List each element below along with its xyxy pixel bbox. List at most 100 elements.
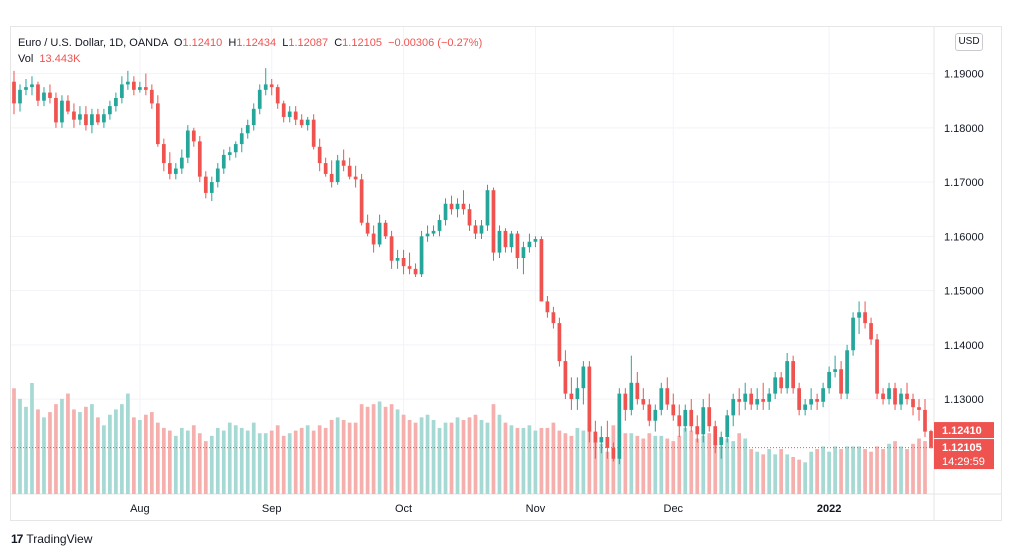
volume-bar [869, 451, 873, 494]
volume-bar [18, 398, 22, 494]
candle-body [155, 103, 160, 145]
candle-body [347, 165, 352, 177]
candle-body [887, 388, 891, 400]
volume-bar [653, 435, 658, 494]
candle-body [647, 404, 652, 421]
volume-bar [149, 412, 154, 494]
candle-body [515, 233, 520, 259]
currency-button[interactable]: USD [955, 33, 983, 51]
candle-body [239, 133, 244, 145]
volume-bar [389, 404, 394, 494]
volume-bar [887, 443, 891, 494]
candle-body [749, 393, 754, 405]
close-value: 1.12105 [342, 37, 382, 49]
candle-body [587, 366, 592, 432]
candle-body [695, 426, 700, 435]
candle-body [12, 81, 16, 104]
candle-body [281, 103, 286, 117]
candle-body [120, 84, 124, 98]
volume-bar [689, 430, 694, 494]
candle-body [857, 312, 861, 318]
volume-bar [233, 425, 238, 494]
volume-bar [503, 422, 508, 494]
candle-body [389, 236, 394, 261]
volume-bar [341, 420, 346, 494]
open-value: 1.12410 [182, 37, 223, 49]
volume-bar [911, 443, 915, 494]
candle-body [845, 350, 849, 394]
volume-bar [78, 412, 82, 494]
volume-bar [635, 435, 640, 494]
candle-body [917, 407, 921, 410]
candle-body [143, 87, 148, 90]
volume-bar [371, 404, 376, 494]
volume-bar [395, 409, 400, 494]
volume-bar [557, 430, 562, 494]
volume-bar [851, 446, 855, 494]
candle-body [377, 222, 382, 245]
x-tick-label: 2022 [817, 503, 841, 515]
candle-body [899, 393, 903, 405]
volume-label[interactable]: Vol [18, 53, 34, 65]
candle-body [96, 114, 100, 123]
candle-body [48, 92, 52, 98]
volume-bar [251, 422, 256, 494]
candle-body [611, 447, 616, 459]
candle-body [569, 393, 574, 400]
volume-bar [108, 414, 112, 494]
last-price-tag-label: 1.12105 [942, 442, 982, 454]
candle-body [503, 230, 508, 248]
volume-bar [671, 441, 676, 494]
volume-bar [761, 454, 766, 494]
candle-body [521, 247, 526, 259]
candle-body [869, 323, 873, 340]
candle-body [797, 388, 802, 410]
candle-body [677, 415, 682, 427]
candle-body [881, 393, 885, 400]
candle-body [731, 399, 736, 416]
volume-bar [515, 427, 520, 494]
x-tick-label: Dec [664, 503, 684, 515]
volume-bar [647, 433, 652, 494]
volume-bar [437, 427, 442, 494]
tradingview-brand[interactable]: 17 TradingView [11, 532, 92, 546]
volume-bar [905, 449, 909, 494]
volume-bar [323, 427, 328, 494]
volume-bar [377, 401, 382, 494]
candle-body [785, 361, 790, 389]
volume-bar [737, 433, 742, 494]
symbol-title[interactable]: Euro / U.S. Dollar, 1D, OANDA [18, 37, 168, 49]
candle-body [629, 382, 634, 410]
volume-bar [881, 449, 885, 494]
volume-bar [311, 430, 316, 494]
volume-bar [419, 417, 424, 494]
candle-body [275, 87, 280, 104]
y-tick-label: 1.18000 [944, 123, 984, 135]
volume-bar [431, 420, 436, 494]
volume-bar [479, 420, 484, 494]
volume-bar [833, 446, 837, 494]
countdown-label: 14:29:59 [942, 456, 985, 468]
candle-body [455, 203, 460, 210]
volume-bar [629, 433, 634, 494]
volume-bar [533, 430, 538, 494]
candle-body [449, 203, 454, 210]
candle-body [173, 168, 178, 174]
volume-bar [138, 420, 142, 494]
candle-body [66, 100, 70, 112]
volume-bar [263, 433, 268, 494]
candle-body [60, 100, 64, 123]
candle-body [767, 393, 772, 402]
y-tick-label: 1.14000 [944, 340, 984, 352]
candle-body [138, 87, 142, 90]
tradingview-logo-icon: 17 [11, 532, 23, 546]
volume-bar [239, 427, 244, 494]
candle-body [36, 84, 40, 101]
volume-bar [461, 420, 466, 494]
volume-bar [54, 404, 58, 494]
candle-body [263, 84, 268, 90]
volume-bar [60, 398, 64, 494]
volume-bar [713, 441, 718, 494]
volume-bar [575, 427, 580, 494]
